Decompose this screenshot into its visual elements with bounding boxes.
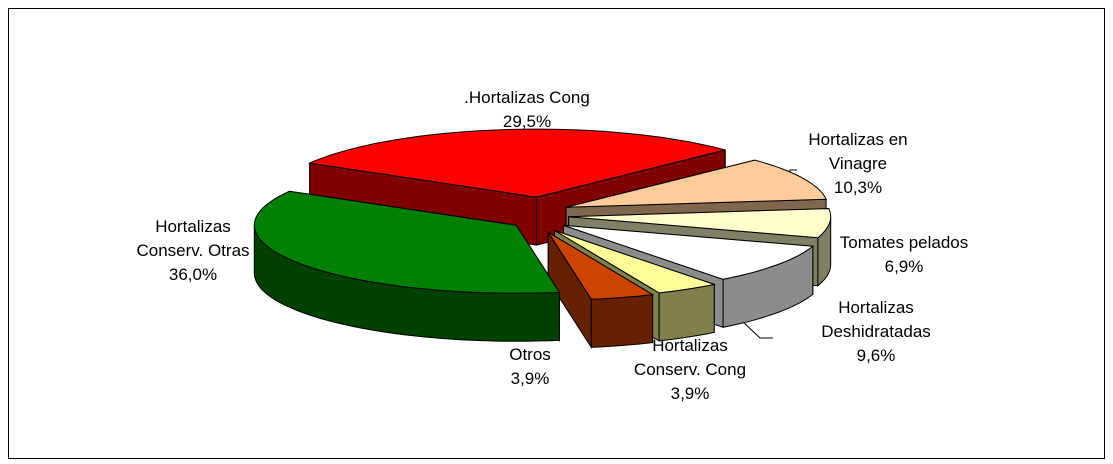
value-label: 29,5% (503, 112, 551, 131)
slice-label: Otros (509, 345, 551, 364)
slice-label: Tomates pelados (840, 233, 969, 252)
slice-label: .Hortalizas Cong (464, 88, 590, 107)
value-label: 6,9% (885, 257, 924, 276)
slice-side (658, 283, 715, 342)
slice (568, 208, 832, 239)
value-label: 3,9% (671, 384, 710, 403)
slice (547, 231, 655, 300)
slice (307, 128, 726, 198)
slice-label: Hortalizas Conserv. Cong (634, 336, 746, 379)
slice (563, 224, 815, 280)
slice (565, 159, 827, 208)
slice-side (590, 294, 654, 348)
value-label: 3,9% (511, 369, 550, 388)
value-label: 9,6% (857, 346, 896, 365)
value-label: 10,3% (834, 178, 882, 197)
slice-label: Hortalizas Conserv. Otras (136, 217, 249, 260)
slice-label: Hortalizas en Vinagre (808, 130, 907, 173)
slice (554, 230, 717, 294)
value-label: 36,0% (169, 265, 217, 284)
slice (253, 190, 561, 294)
slice-label: Hortalizas Deshidratadas (821, 298, 931, 341)
